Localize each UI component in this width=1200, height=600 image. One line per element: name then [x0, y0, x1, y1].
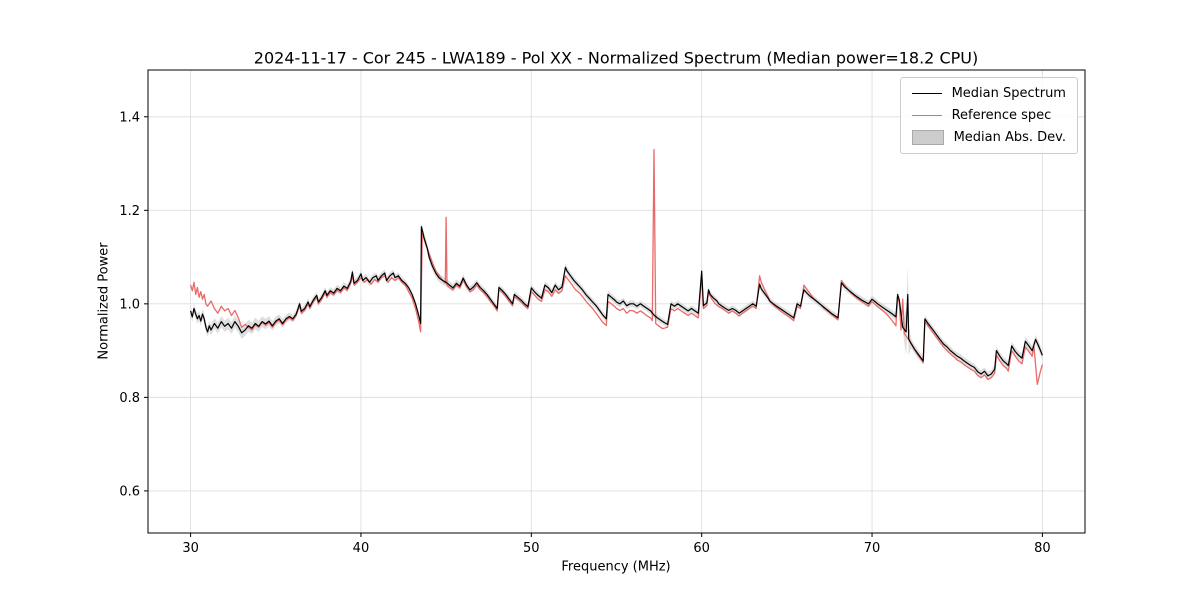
- y-tick-label: 1.2: [119, 204, 140, 219]
- x-tick-label: 70: [864, 541, 881, 556]
- legend-label-mad: Median Abs. Dev.: [953, 130, 1066, 145]
- plot-title: 2024-11-17 - Cor 245 - LWA189 - Pol XX -…: [253, 48, 979, 68]
- y-tick-label: 0.6: [119, 484, 140, 499]
- axes-frame: [147, 69, 1086, 534]
- y-tick-label: 1.0: [119, 297, 140, 312]
- x-tick-label: 60: [693, 541, 710, 556]
- y-tick-label: 0.8: [119, 391, 140, 406]
- x-tick-label: 30: [182, 541, 199, 556]
- x-axis-label: Frequency (MHz): [561, 559, 671, 575]
- median-spectrum-line: [190, 226, 1043, 377]
- y-axis-label: Normalized Power: [96, 242, 112, 360]
- mad-band: [190, 222, 1043, 380]
- mad-patch-sample: [911, 130, 944, 145]
- reference-spectrum-line: [189, 148, 1044, 385]
- legend-label-reference: Reference spec: [951, 108, 1052, 123]
- x-tick-label: 50: [523, 541, 540, 556]
- legend-item-reference-spec: Reference spec: [911, 108, 1066, 123]
- x-tick-label: 80: [1034, 541, 1051, 556]
- median-line-sample: [911, 93, 942, 94]
- reference-line-sample: [911, 115, 942, 116]
- y-tick-label: 1.4: [119, 110, 140, 125]
- legend-label-median: Median Spectrum: [951, 86, 1066, 101]
- legend-item-median-spectrum: Median Spectrum: [911, 86, 1066, 101]
- x-tick-label: 40: [353, 541, 370, 556]
- legend-item-median-abs-dev: Median Abs. Dev.: [911, 130, 1066, 145]
- legend: Median Spectrum Reference spec Median Ab…: [899, 77, 1078, 154]
